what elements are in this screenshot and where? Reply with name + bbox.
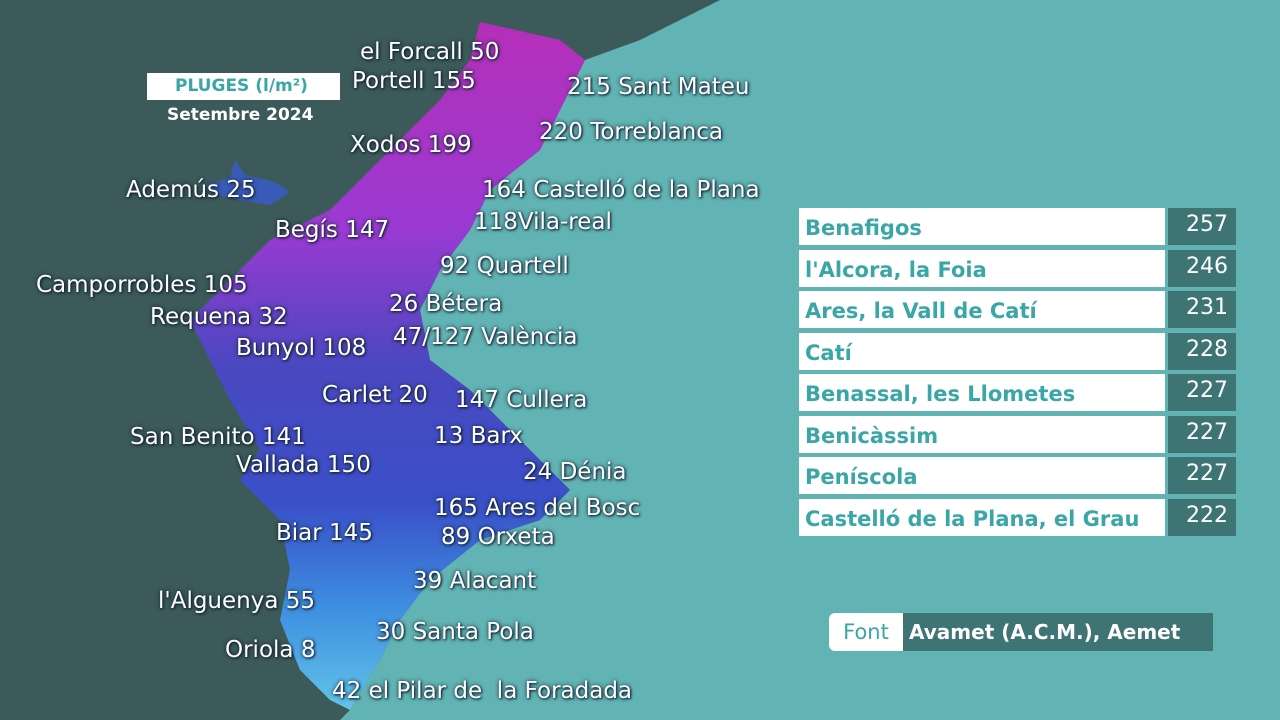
place-label: Requena 32 [150,304,288,330]
rain-value: 257 [1168,208,1236,245]
station-name: Benafigos [799,208,1165,245]
rain-value: 227 [1168,415,1236,453]
station-name: Benicàssim [799,415,1165,453]
place-label: Begís 147 [275,217,390,243]
station-name: l'Alcora, la Foia [799,249,1165,287]
place-label: 26 Bétera [389,291,503,317]
table-row: Benafigos 257 [799,208,1236,245]
place-label: 147 Cullera [455,387,588,413]
rain-value: 228 [1168,332,1236,370]
table-row: Benicàssim 227 [799,415,1236,453]
rain-value: 231 [1168,291,1236,328]
station-name: Ares, la Vall de Catí [799,291,1165,328]
place-label: 118Vila-real [474,209,612,235]
place-label: Carlet 20 [322,382,428,408]
table-row: Castelló de la Plana, el Grau 222 [799,498,1236,536]
rain-value: 227 [1168,457,1236,494]
source-text: Avamet (A.C.M.), Aemet [903,613,1213,651]
place-label: Biar 145 [276,520,373,546]
place-label: 42 el Pilar de la Foradada [332,678,633,704]
place-label: 220 Torreblanca [539,119,723,145]
subtitle: Setembre 2024 [167,105,314,125]
place-label: 30 Santa Pola [376,619,534,645]
place-label: 47/127 València [393,324,578,350]
station-name: Castelló de la Plana, el Grau [799,498,1165,536]
place-label: 215 Sant Mateu [567,74,750,100]
station-name: Catí [799,332,1165,370]
place-label: Camporrobles 105 [36,272,248,298]
place-label: Ademús 25 [126,177,256,203]
source-label: Font [829,613,903,651]
place-label: Oriola 8 [225,637,316,663]
title-badge: PLUGES (l/m²) [147,73,340,100]
region [190,22,585,710]
place-label: l'Alguenya 55 [158,588,316,614]
enclave [205,160,290,205]
place-label: 92 Quartell [440,253,569,279]
place-label: 39 Alacant [413,568,537,594]
rain-value: 222 [1168,498,1236,536]
place-label: Vallada 150 [236,452,371,478]
place-label: Portell 155 [352,68,476,94]
place-label: Xodos 199 [350,132,472,158]
place-label: 165 Ares del Bosc [434,495,641,521]
table-row: Peníscola 227 [799,457,1236,494]
place-label: 13 Barx [434,423,523,449]
place-label: San Benito 141 [130,424,306,450]
rain-value: 227 [1168,374,1236,411]
table-row: Benassal, les Llometes 227 [799,374,1236,411]
table-row: l'Alcora, la Foia 246 [799,249,1236,287]
place-label: el Forcall 50 [360,39,500,65]
table-row: Catí 228 [799,332,1236,370]
station-name: Benassal, les Llometes [799,374,1165,411]
place-label: 89 Orxeta [441,524,555,550]
place-label: 164 Castelló de la Plana [482,177,760,203]
place-label: Bunyol 108 [236,335,367,361]
place-label: 24 Dénia [523,459,627,485]
table-row: Ares, la Vall de Catí 231 [799,291,1236,328]
rain-value: 246 [1168,249,1236,287]
station-name: Peníscola [799,457,1165,494]
